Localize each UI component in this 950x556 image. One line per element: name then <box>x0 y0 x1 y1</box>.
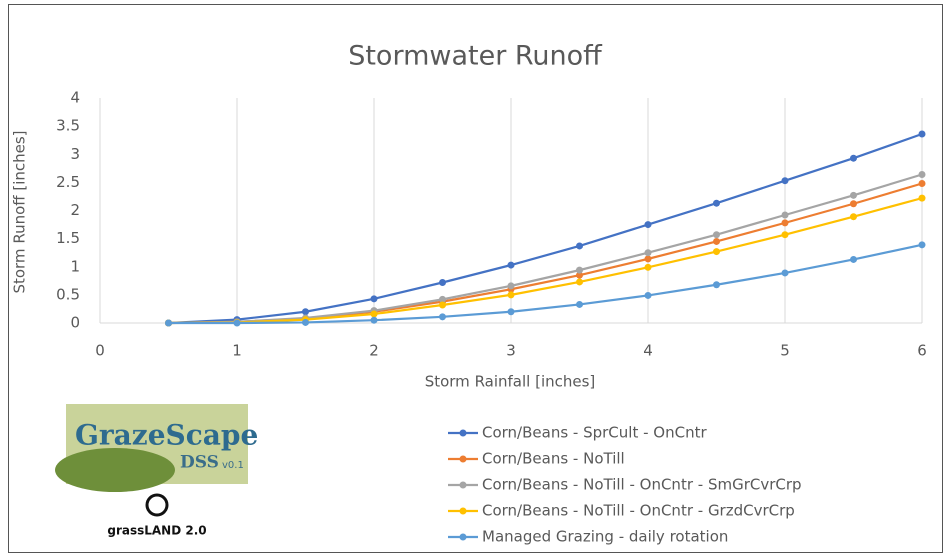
data-point <box>508 262 515 269</box>
data-point <box>508 308 515 315</box>
data-point <box>713 200 720 207</box>
legend-marker <box>460 508 467 515</box>
data-point <box>576 301 583 308</box>
legend-marker <box>460 430 467 437</box>
data-point <box>645 221 652 228</box>
y-tick-label: 3.5 <box>56 117 80 135</box>
legend-label: Managed Grazing - daily rotation <box>482 528 728 546</box>
org-name: grassLAND 2.0 <box>107 524 206 538</box>
y-tick-label: 0 <box>70 314 80 332</box>
data-point <box>645 249 652 256</box>
x-tick-label: 6 <box>917 342 927 360</box>
data-point <box>439 279 446 286</box>
data-point <box>782 212 789 219</box>
data-point <box>850 200 857 207</box>
legend-label: Corn/Beans - NoTill <box>482 450 625 468</box>
data-point <box>645 264 652 271</box>
data-point <box>508 282 515 289</box>
x-tick-label: 5 <box>780 342 790 360</box>
data-point <box>576 242 583 249</box>
y-tick-label: 2.5 <box>56 173 80 191</box>
data-point <box>645 255 652 262</box>
data-point <box>919 171 926 178</box>
data-point <box>850 192 857 199</box>
data-point <box>645 292 652 299</box>
data-point <box>850 256 857 263</box>
data-point <box>919 241 926 248</box>
legend-label: Corn/Beans - SprCult - OnCntr <box>482 424 707 442</box>
data-point <box>782 219 789 226</box>
data-point <box>371 311 378 318</box>
data-point <box>850 155 857 162</box>
chart: Stormwater Runoff Storm Rainfall [inches… <box>0 0 950 556</box>
x-tick-label: 1 <box>232 342 242 360</box>
y-tick-label: 2 <box>70 201 80 219</box>
x-tick-label: 3 <box>506 342 516 360</box>
data-point <box>850 213 857 220</box>
y-axis-label: Storm Runoff [inches] <box>11 130 29 293</box>
data-point <box>713 248 720 255</box>
data-point <box>919 180 926 187</box>
data-point <box>302 308 309 315</box>
y-tick-label: 1 <box>70 257 80 275</box>
data-point <box>576 278 583 285</box>
data-point <box>439 302 446 309</box>
logo-name: GrazeScape <box>75 419 258 452</box>
data-point <box>234 320 241 327</box>
data-point <box>371 295 378 302</box>
y-tick-label: 3 <box>70 145 80 163</box>
logo-version: v0.1 <box>222 460 244 471</box>
chart-title: Stormwater Runoff <box>348 41 603 72</box>
legend-marker <box>460 534 467 541</box>
data-point <box>782 269 789 276</box>
data-point <box>919 195 926 202</box>
logo-suffix: DSS <box>180 453 219 473</box>
data-point <box>782 177 789 184</box>
data-point <box>439 313 446 320</box>
data-point <box>508 291 515 298</box>
x-tick-label: 4 <box>643 342 653 360</box>
data-point <box>713 238 720 245</box>
x-tick-label: 2 <box>369 342 379 360</box>
y-tick-label: 4 <box>70 89 80 107</box>
x-axis-label: Storm Rainfall [inches] <box>425 373 596 391</box>
data-point <box>371 317 378 324</box>
y-tick-label: 0.5 <box>56 285 80 303</box>
logo-hill <box>55 448 175 492</box>
data-point <box>713 281 720 288</box>
data-point <box>919 131 926 138</box>
data-point <box>713 231 720 238</box>
data-point <box>782 231 789 238</box>
legend-label: Corn/Beans - NoTill - OnCntr - GrzdCvrCr… <box>482 502 795 520</box>
x-tick-label: 0 <box>95 342 105 360</box>
legend-marker <box>460 482 467 489</box>
legend-marker <box>460 456 467 463</box>
data-point <box>165 320 172 327</box>
data-point <box>302 319 309 326</box>
legend-label: Corn/Beans - NoTill - OnCntr - SmGrCvrCr… <box>482 476 802 494</box>
y-tick-label: 1.5 <box>56 229 80 247</box>
data-point <box>576 267 583 274</box>
